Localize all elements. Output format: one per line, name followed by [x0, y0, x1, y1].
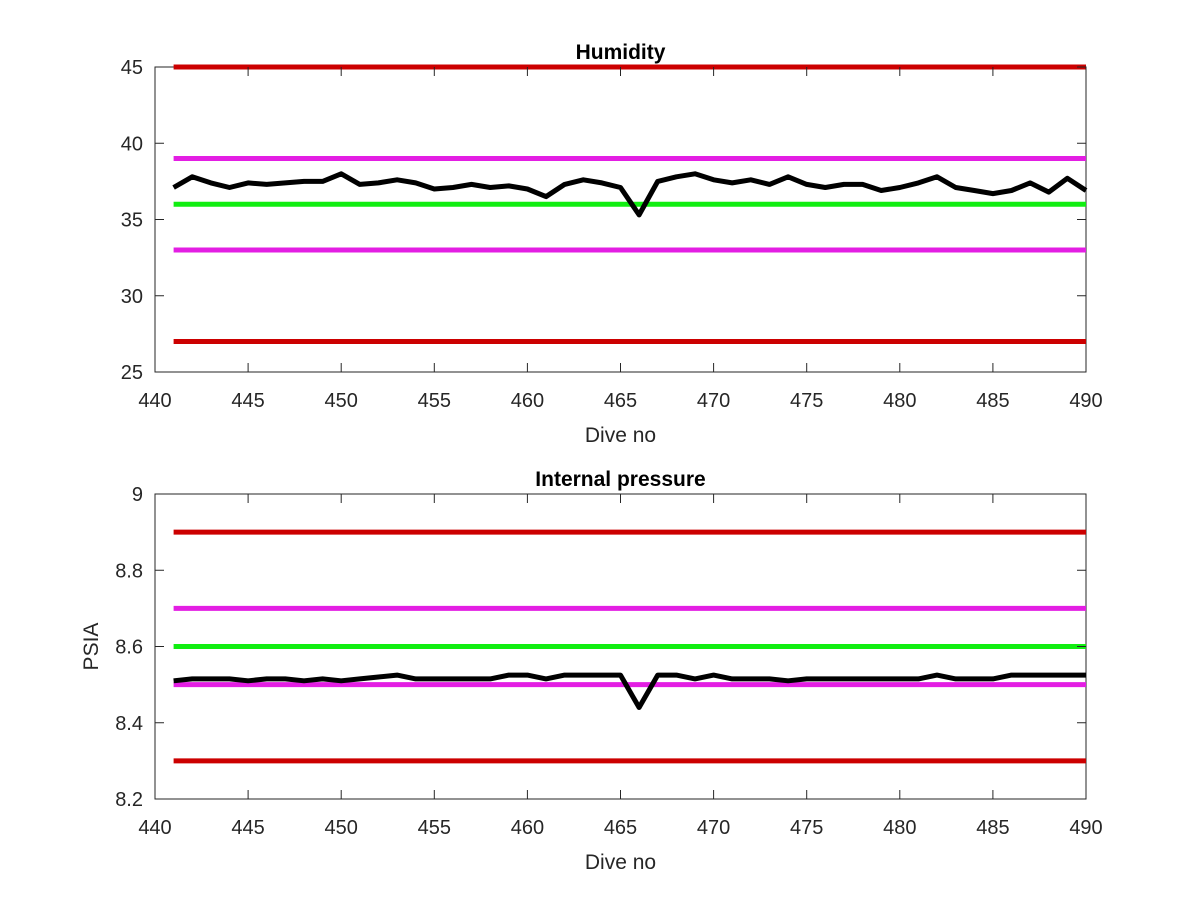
data-series-line	[173, 672, 1086, 710]
x-tick-label: 485	[976, 390, 1009, 412]
y-tick-label: 8.6	[115, 637, 143, 659]
x-tick-label: 475	[790, 817, 823, 839]
y-tick-label: 45	[121, 57, 143, 79]
y-tick-label: 25	[121, 362, 143, 384]
x-tick-label: 485	[976, 817, 1009, 839]
x-tick-label: 445	[231, 390, 264, 412]
x-tick-label: 460	[511, 817, 544, 839]
y-tick-label: 35	[121, 210, 143, 232]
data-series-line	[172, 171, 1088, 218]
y-tick-label: 40	[121, 133, 143, 155]
y-tick-label: 8.8	[115, 560, 143, 582]
x-tick-label: 465	[604, 817, 637, 839]
x-tick-label: 465	[604, 390, 637, 412]
y-tick-label: 30	[121, 286, 143, 308]
x-tick-label: 455	[418, 817, 451, 839]
chart-title: Internal pressure	[535, 468, 705, 491]
x-axis-label: Dive no	[585, 851, 656, 874]
x-tick-label: 480	[883, 390, 916, 412]
y-tick-label: 8.2	[115, 789, 143, 811]
x-tick-label: 460	[511, 390, 544, 412]
x-tick-label: 480	[883, 817, 916, 839]
y-axis-label: PSIA	[80, 623, 103, 671]
plot-area-frame	[154, 66, 1087, 373]
y-tick-label: 8.4	[115, 713, 143, 735]
x-tick-label: 450	[325, 817, 358, 839]
axes-2: 440 445 450 455 460 465 470 475 480 485 490 8.2 8.4 8…	[80, 468, 1103, 874]
x-tick-label: 490	[1069, 817, 1102, 839]
y-tick-label: 9	[132, 484, 143, 506]
chart-title: Humidity	[576, 41, 666, 64]
x-tick-label: 490	[1069, 390, 1102, 412]
x-tick-label: 440	[138, 390, 171, 412]
axes-1: 440 445 450 455 460 465 470 475 480 485 490 25 30 35 4…	[121, 41, 1103, 447]
x-axis-label: Dive no	[585, 424, 656, 447]
x-tick-label: 475	[790, 390, 823, 412]
x-tick-label: 455	[418, 390, 451, 412]
x-tick-label: 440	[138, 817, 171, 839]
x-tick-label: 470	[697, 390, 730, 412]
x-tick-label: 450	[325, 390, 358, 412]
x-tick-label: 470	[697, 817, 730, 839]
x-tick-label: 445	[231, 817, 264, 839]
